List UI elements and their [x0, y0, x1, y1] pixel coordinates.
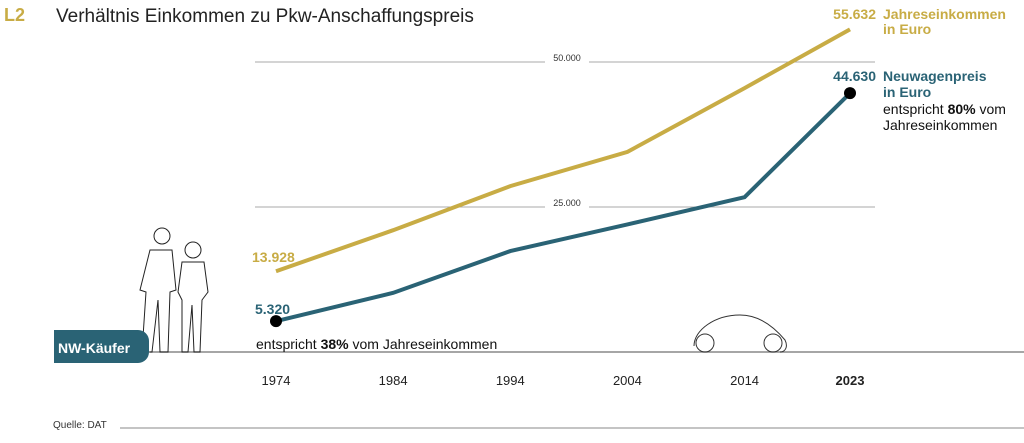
x-tick-label: 1984	[379, 373, 408, 388]
price-start-label: 5.320	[255, 301, 290, 317]
x-tick-label: 2004	[613, 373, 642, 388]
income-series-line	[275, 27, 851, 274]
tick-label-bg	[545, 56, 589, 66]
car-illustration-icon	[693, 314, 787, 353]
start-ratio-annotation: entspricht 38% vom Jahreseinkommen	[256, 336, 497, 352]
price-end-value: 44.630	[833, 68, 876, 84]
y-tick-label: 50.000	[553, 53, 581, 63]
price-point-marker	[270, 315, 282, 328]
price-point-marker	[844, 87, 856, 100]
price-series-line	[275, 91, 852, 324]
figure-code: L2	[4, 5, 25, 25]
price-series-label-1: Neuwagenpreis	[883, 68, 987, 84]
income-start-label: 13.928	[252, 249, 295, 265]
chart-title: Verhältnis Einkommen zu Pkw-Anschaffungs…	[56, 6, 474, 27]
income-series-label-2: in Euro	[883, 21, 931, 37]
income-series-label-1: Jahreseinkommen	[883, 6, 1006, 22]
x-tick-label: 1974	[262, 373, 291, 388]
x-tick-label: 2023	[836, 373, 865, 388]
nw-kaeufer-label: NW-Käufer	[58, 340, 131, 356]
x-tick-label: 1994	[496, 373, 525, 388]
income-end-value: 55.632	[833, 6, 876, 22]
end-ratio-annotation: entspricht 80% vom	[883, 101, 1006, 117]
tick-label-bg	[545, 201, 589, 211]
price-series-label-2: in Euro	[883, 84, 931, 100]
x-tick-label: 2014	[730, 373, 759, 388]
y-tick-label: 25.000	[553, 198, 581, 208]
buyers-illustration-icon	[139, 227, 209, 353]
source-note: Quelle: DAT	[53, 420, 107, 431]
nw-kaeufer-badge	[54, 330, 149, 363]
end-ratio-annotation-line2: Jahreseinkommen	[883, 117, 997, 133]
